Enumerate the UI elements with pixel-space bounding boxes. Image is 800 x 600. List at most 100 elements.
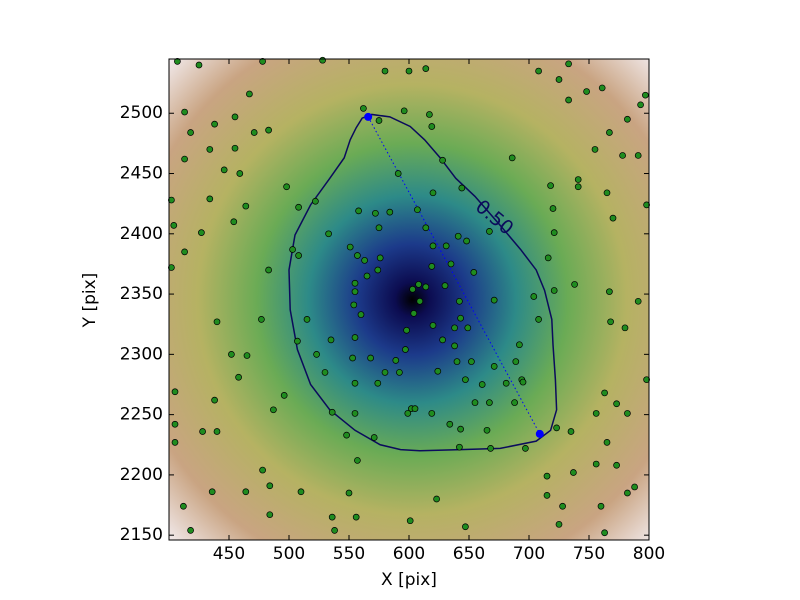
data-point <box>198 229 205 236</box>
data-point <box>396 369 403 376</box>
data-point <box>429 322 437 329</box>
data-point <box>168 264 175 271</box>
data-point <box>171 439 179 446</box>
data-point <box>555 520 563 528</box>
data-point <box>522 445 529 452</box>
data-point <box>426 111 433 118</box>
y-tick-label: 2300 <box>120 344 163 364</box>
data-point <box>547 182 554 189</box>
data-point <box>512 358 520 365</box>
data-point <box>250 129 258 136</box>
x-tick-label: 700 <box>513 544 545 564</box>
data-point <box>375 117 383 124</box>
y-axis-label: Y [pix] <box>80 273 100 329</box>
data-point <box>346 243 354 251</box>
x-tick-label: 750 <box>573 544 605 564</box>
y-tick-label: 2250 <box>120 405 163 425</box>
x-tick-label: 600 <box>393 544 425 564</box>
data-point <box>187 527 194 534</box>
axis-endpoint <box>364 112 373 121</box>
data-point <box>434 367 442 375</box>
data-point <box>555 76 563 83</box>
data-point <box>464 324 472 332</box>
data-point <box>613 461 620 469</box>
y-tick-label: 2500 <box>120 103 163 123</box>
data-point <box>374 266 382 274</box>
x-tick-label: 500 <box>273 544 305 564</box>
data-point <box>235 373 242 381</box>
data-point <box>327 336 335 344</box>
data-point <box>603 189 611 197</box>
data-point <box>351 288 359 296</box>
data-point <box>406 517 414 525</box>
data-point <box>637 101 644 109</box>
data-point <box>592 410 600 417</box>
data-point <box>621 324 629 332</box>
data-point <box>187 129 194 136</box>
data-point <box>370 434 378 441</box>
data-point <box>402 346 409 353</box>
data-point <box>574 176 582 183</box>
axis-line <box>367 116 541 435</box>
x-tick-label: 550 <box>333 544 365 564</box>
data-point <box>456 297 463 305</box>
data-point <box>206 195 214 203</box>
data-point <box>490 296 498 304</box>
data-point <box>462 376 469 384</box>
data-point <box>354 457 361 464</box>
data-point <box>508 154 516 162</box>
data-point <box>231 113 239 121</box>
data-point <box>351 279 359 287</box>
data-point <box>220 166 228 174</box>
data-point <box>195 61 203 69</box>
data-point <box>519 378 527 386</box>
x-tick-label: 650 <box>453 544 485 564</box>
data-point <box>451 324 458 332</box>
data-point <box>295 252 302 259</box>
data-point <box>422 65 430 72</box>
data-point <box>343 431 350 439</box>
data-point <box>607 318 614 326</box>
data-point <box>242 488 250 496</box>
data-point <box>357 311 365 318</box>
data-point <box>228 351 235 358</box>
x-tick-label: 450 <box>213 544 245 564</box>
data-point <box>549 205 557 212</box>
data-point <box>386 208 394 216</box>
data-point <box>236 170 244 177</box>
data-point <box>643 201 650 209</box>
data-point <box>597 502 605 510</box>
data-point <box>486 228 493 235</box>
data-point <box>414 206 421 214</box>
data-point <box>483 426 491 434</box>
data-point <box>642 91 649 99</box>
data-point <box>487 445 494 452</box>
data-point <box>422 224 430 232</box>
data-point <box>168 196 175 204</box>
data-point <box>349 354 356 362</box>
data-point <box>410 310 418 317</box>
data-point <box>259 58 266 65</box>
data-point <box>606 288 613 296</box>
data-point <box>394 170 402 177</box>
data-point <box>351 410 359 417</box>
data-point <box>535 67 542 75</box>
data-point <box>231 144 239 152</box>
data-point <box>624 115 631 123</box>
data-point <box>246 90 253 98</box>
data-point <box>422 283 430 291</box>
data-point <box>381 369 389 376</box>
data-point <box>355 207 362 215</box>
data-point <box>404 410 412 417</box>
data-point <box>199 428 206 435</box>
data-point <box>181 108 188 116</box>
y-tick-label: 2350 <box>120 284 163 304</box>
data-point <box>592 460 600 468</box>
data-point <box>613 400 620 408</box>
data-point <box>451 342 458 350</box>
data-point <box>535 316 542 323</box>
data-point <box>206 146 214 153</box>
data-point <box>447 260 455 268</box>
data-point <box>570 469 577 476</box>
